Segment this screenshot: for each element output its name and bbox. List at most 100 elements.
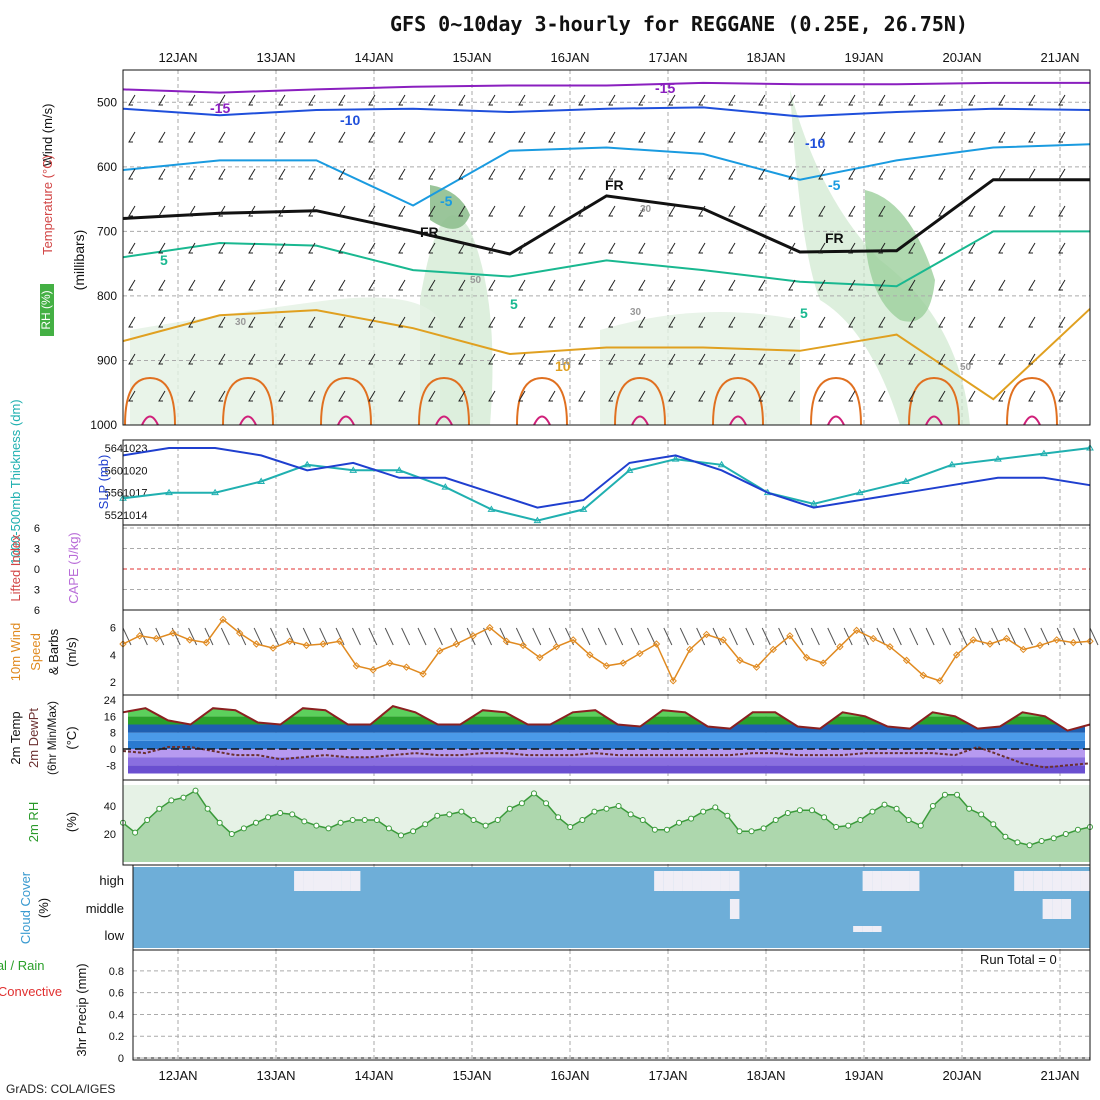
rh-marker: [458, 808, 465, 815]
wind-barb: [908, 131, 916, 143]
wind-barb: [638, 168, 646, 180]
pressure-tick: 1000: [90, 418, 117, 432]
surface-wind-barb: [532, 627, 542, 646]
wind-barb: [308, 353, 316, 365]
wind-barb: [188, 131, 196, 143]
wind-barb: [428, 390, 436, 402]
wind-speed-marker: [319, 640, 327, 648]
surface-wind-barb: [860, 627, 869, 646]
wind-barb: [308, 131, 316, 143]
wind-barb: [1028, 168, 1036, 180]
cloud-cell: [313, 871, 323, 891]
wind-barb: [758, 353, 766, 365]
wind-barb: [788, 279, 796, 291]
pressure-tick: 800: [97, 289, 117, 303]
wind-speed-marker: [602, 662, 611, 670]
wind-barb: [278, 390, 286, 402]
wind-barb: [398, 279, 406, 291]
wind-barb: [788, 205, 796, 217]
wind-barb: [1028, 316, 1036, 328]
rh-axis-label-overlay: RH (%): [39, 290, 53, 329]
wind-barb: [548, 316, 556, 328]
wind-speed-marker: [552, 643, 561, 651]
surface-wind-barb: [155, 627, 165, 646]
cloud-cell: [853, 926, 863, 932]
wind-barb: [218, 353, 226, 365]
contour-label: -5: [440, 193, 453, 209]
wind-barb: [488, 316, 496, 328]
wind-barb: [218, 168, 226, 180]
rh-marker: [228, 831, 235, 837]
surface-wind-barb: [253, 627, 263, 646]
rh2m-unit-label: (%): [64, 812, 79, 832]
cloud-cell: [673, 871, 683, 891]
wind-barb: [128, 131, 136, 143]
wind-barb: [458, 242, 466, 254]
wind-barb: [278, 316, 286, 328]
wind-barb: [668, 316, 676, 328]
surface-wind-barb: [925, 627, 935, 646]
rh-marker: [1062, 831, 1069, 837]
wind-barb: [578, 205, 586, 217]
wind-barb: [428, 279, 436, 291]
wind-barb: [458, 205, 466, 217]
wind-barb: [608, 131, 616, 143]
wind-barb: [188, 242, 196, 254]
date-tick-bottom: 14JAN: [354, 1068, 393, 1083]
rh-marker: [434, 812, 441, 819]
wind-barb: [398, 390, 406, 402]
surface-wind-barb: [335, 627, 345, 646]
wind-barb: [698, 205, 706, 217]
isotherm-line: [122, 230, 1090, 288]
wind-barb: [128, 94, 136, 106]
rh-tick: 20: [104, 829, 116, 841]
wind-barb: [878, 316, 886, 328]
wind-barb: [548, 205, 556, 217]
wind-barb: [278, 279, 286, 291]
surface-wind-barb: [991, 627, 1001, 646]
wind-speed-marker: [819, 659, 827, 667]
thickness-marker: [994, 455, 1002, 462]
rh-marker: [373, 817, 380, 823]
wind-speed-marker: [135, 632, 144, 640]
temp-color-band: [128, 749, 1085, 758]
cloud-cell: [900, 871, 910, 891]
slp-tick: 1014: [123, 510, 147, 522]
cape-axis-label: CAPE (J/kg): [66, 532, 81, 604]
wind-barb: [428, 131, 436, 143]
panel-border: [122, 609, 1091, 696]
wind-barb: [728, 353, 736, 365]
wind-barb: [878, 242, 886, 254]
surface-wind-barb: [499, 627, 509, 646]
wind-barb: [728, 279, 736, 291]
rh-marker: [579, 817, 586, 823]
wind-speed-marker: [569, 636, 577, 644]
rh-marker: [494, 817, 501, 823]
wind-speed-marker: [919, 671, 927, 680]
wind-speed-marker: [386, 659, 394, 667]
wind-barb: [368, 390, 376, 402]
wind-barb: [368, 316, 376, 328]
wind-barb: [968, 316, 976, 328]
wind-barb: [848, 168, 856, 180]
wind-barb: [398, 242, 406, 254]
wind-barb: [248, 242, 256, 254]
wind-speed-marker: [669, 677, 677, 685]
surface-wind-barb: [1023, 627, 1033, 646]
wind-barb: [968, 390, 976, 402]
wind-barb: [1058, 168, 1066, 180]
surface-wind-barb: [712, 627, 722, 646]
precip-convective-label: Convective: [0, 984, 62, 999]
wind-barb: [218, 242, 226, 254]
date-tick-top: 19JAN: [844, 50, 883, 65]
footer-credit: GrADS: COLA/IGES: [6, 1082, 116, 1096]
wind-speed-marker: [469, 632, 477, 640]
wind-barb: [398, 168, 406, 180]
wind-barb: [488, 94, 496, 106]
wind-tick: 4: [110, 650, 116, 662]
surface-wind-barb: [433, 627, 443, 646]
wind-speed-marker: [869, 634, 877, 643]
wind-barb: [728, 168, 736, 180]
rh-marker: [627, 811, 634, 818]
